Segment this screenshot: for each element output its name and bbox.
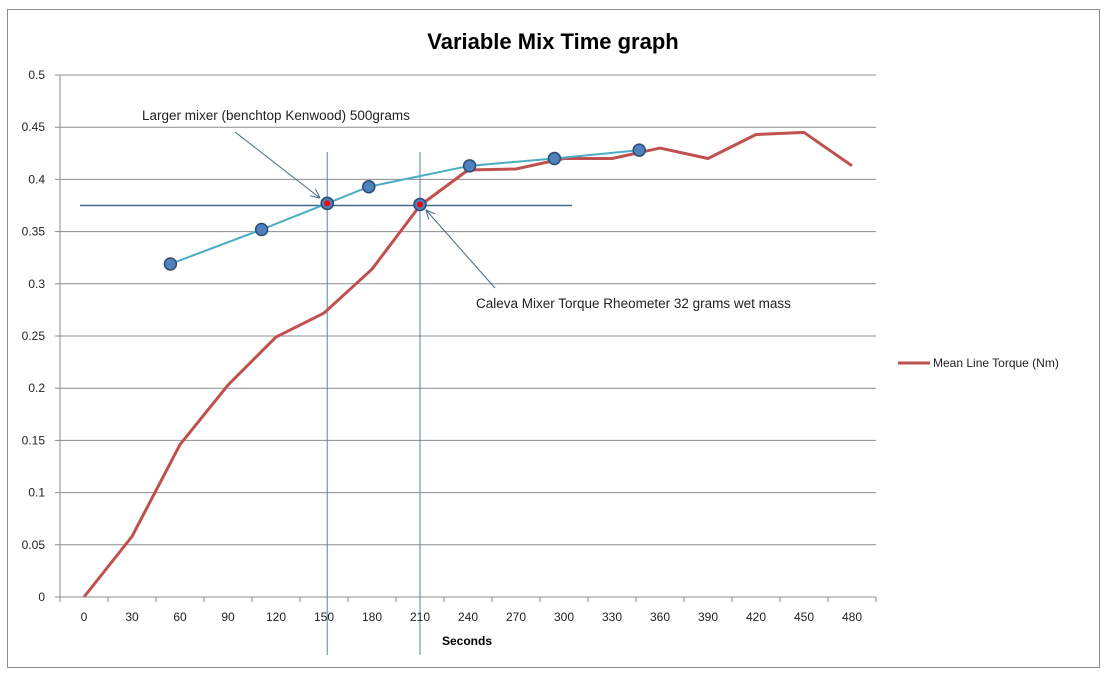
annotation-arrow-caleva-mixer-head bbox=[425, 209, 436, 215]
annotation-arrow-caleva-mixer-head bbox=[425, 209, 430, 220]
data-point bbox=[462, 159, 477, 173]
x-tick-label: 210 bbox=[410, 610, 430, 624]
y-tick-label: 0.1 bbox=[28, 486, 45, 500]
x-axis-label: Seconds bbox=[442, 634, 492, 648]
series-line-mean-line-torque bbox=[82, 130, 853, 598]
data-point bbox=[254, 222, 269, 237]
x-tick-label: 180 bbox=[362, 610, 382, 624]
x-tick-label: 90 bbox=[221, 610, 235, 624]
x-tick-label: 270 bbox=[506, 610, 526, 624]
highlight-point-center bbox=[417, 201, 423, 208]
annotation-arrow-larger-mixer-head bbox=[310, 195, 321, 199]
x-tick-label: 60 bbox=[173, 610, 187, 624]
y-tick-label: 0.4 bbox=[28, 172, 45, 186]
x-tick-label: 240 bbox=[458, 610, 478, 624]
x-tick-label: 420 bbox=[746, 610, 766, 624]
chart-frame bbox=[7, 9, 1100, 668]
x-tick-label: 390 bbox=[698, 610, 718, 624]
y-tick-label: 0 bbox=[38, 590, 45, 604]
y-tick-label: 0.35 bbox=[22, 225, 46, 239]
x-tick-label: 300 bbox=[554, 610, 574, 624]
x-tick-label: 360 bbox=[650, 610, 670, 624]
chart-title: Variable Mix Time graph bbox=[427, 29, 678, 54]
data-point bbox=[163, 257, 178, 271]
legend-label-mean-line-torque: Mean Line Torque (Nm) bbox=[933, 356, 1059, 370]
series-line-larger-mixer bbox=[170, 149, 640, 265]
y-tick-label: 0.15 bbox=[22, 433, 46, 447]
data-point bbox=[632, 143, 646, 157]
x-tick-label: 150 bbox=[314, 610, 334, 624]
y-tick-label: 0.45 bbox=[22, 120, 46, 134]
y-tick-label: 0.05 bbox=[22, 538, 46, 552]
x-tick-label: 480 bbox=[842, 610, 862, 624]
y-tick-label: 0.25 bbox=[22, 329, 46, 343]
annotation-arrow-larger-mixer-head bbox=[315, 188, 321, 199]
data-point bbox=[547, 151, 562, 166]
annotation-caleva-mixer: Caleva Mixer Torque Rheometer 32 grams w… bbox=[476, 296, 791, 311]
x-tick-label: 330 bbox=[602, 610, 622, 624]
x-tick-label: 30 bbox=[125, 610, 139, 624]
y-tick-label: 0.5 bbox=[28, 68, 45, 82]
annotation-arrow-larger-mixer bbox=[234, 131, 321, 199]
x-tick-label: 0 bbox=[81, 610, 88, 624]
x-tick-label: 120 bbox=[266, 610, 286, 624]
x-tick-label: 450 bbox=[794, 610, 814, 624]
highlight-point-center bbox=[324, 200, 331, 207]
data-point bbox=[362, 179, 376, 194]
legend: Mean Line Torque (Nm) bbox=[898, 356, 1059, 370]
y-tick-label: 0.3 bbox=[28, 277, 45, 291]
annotation-larger-mixer: Larger mixer (benchtop Kenwood) 500grams bbox=[142, 108, 410, 123]
annotation-arrow-caleva-mixer bbox=[425, 209, 496, 289]
y-tick-label: 0.2 bbox=[28, 381, 45, 395]
